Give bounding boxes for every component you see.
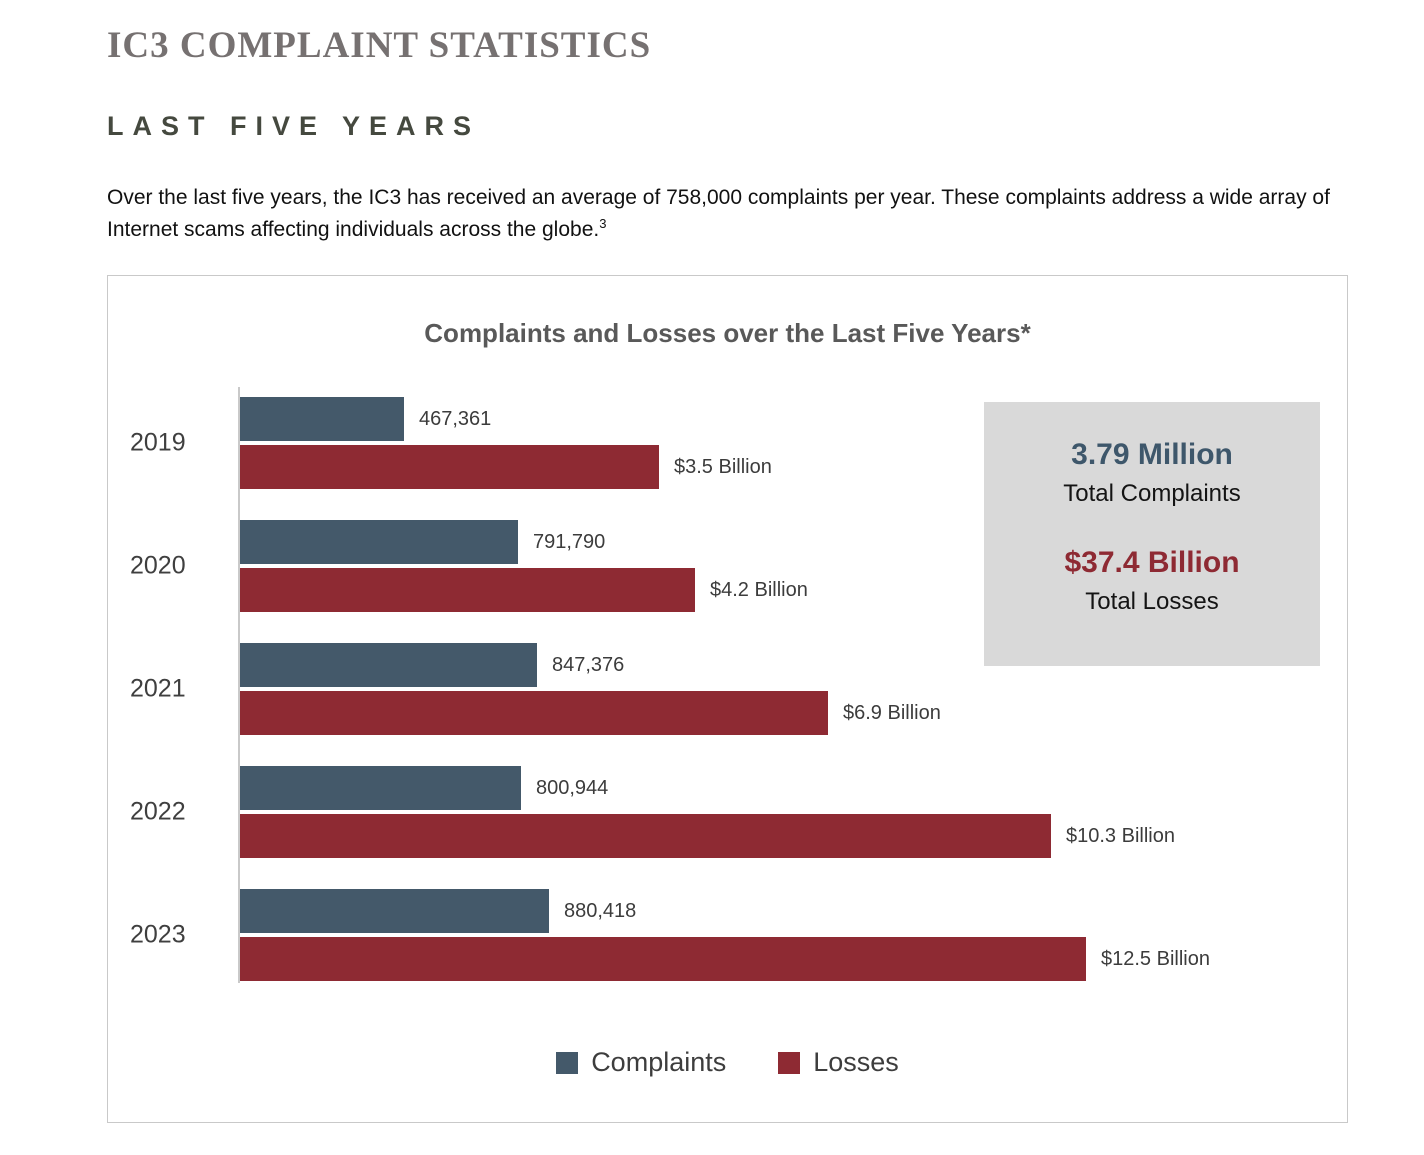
total-complaints-label: Total Complaints: [1063, 480, 1241, 507]
losses-value-label: $6.9 Billion: [843, 701, 941, 724]
losses-value-label: $4.2 Billion: [710, 578, 808, 601]
losses-bar-line: $6.9 Billion: [240, 691, 1328, 735]
losses-bar: [240, 568, 695, 612]
complaints-bar: [240, 766, 521, 810]
complaints-bar: [240, 643, 537, 687]
page-title: IC3 COMPLAINT STATISTICS: [107, 25, 652, 66]
legend-item-complaints: Complaints: [556, 1047, 726, 1078]
losses-bar-line: $10.3 Billion: [240, 814, 1328, 858]
summary-box: 3.79 Million Total Complaints $37.4 Bill…: [984, 402, 1320, 666]
legend-item-losses: Losses: [778, 1047, 899, 1078]
total-losses-label: Total Losses: [1085, 588, 1219, 615]
losses-bar: [240, 814, 1051, 858]
complaints-value-label: 791,790: [533, 530, 606, 553]
losses-bar: [240, 937, 1086, 981]
year-label: 2019: [130, 428, 186, 457]
losses-bar: [240, 691, 828, 735]
bar-rows: 2019 467,361 $3.5 Billion 2020 791,790 $…: [130, 387, 1328, 983]
year-label: 2021: [130, 674, 186, 703]
complaints-value-label: 467,361: [419, 407, 492, 430]
losses-value-label: $12.5 Billion: [1101, 947, 1210, 970]
year-label: 2023: [130, 920, 186, 949]
legend-label-complaints: Complaints: [591, 1047, 727, 1077]
complaints-bar-line: 800,944: [240, 766, 1328, 810]
legend-label-losses: Losses: [813, 1047, 899, 1077]
complaints-bar-line: 880,418: [240, 889, 1328, 933]
year-group: 2021 847,376 $6.9 Billion: [130, 643, 1328, 735]
section-heading: LAST FIVE YEARS: [107, 111, 481, 141]
footnote-marker: 3: [599, 215, 607, 231]
plot-area: 2019 467,361 $3.5 Billion 2020 791,790 $…: [108, 387, 1347, 983]
complaints-bar-line: 791,790: [240, 520, 1328, 564]
total-complaints-value: 3.79 Million: [1071, 438, 1233, 471]
losses-value-label: $3.5 Billion: [674, 455, 772, 478]
losses-value-label: $10.3 Billion: [1066, 824, 1175, 847]
losses-bar-line: $12.5 Billion: [240, 937, 1328, 981]
year-group: 2019 467,361 $3.5 Billion: [130, 397, 1328, 489]
intro-text: Over the last five years, the IC3 has re…: [107, 186, 1330, 241]
losses-swatch-icon: [778, 1051, 801, 1074]
complaints-bar-line: 847,376: [240, 643, 1328, 687]
year-label: 2022: [130, 797, 186, 826]
complaints-bar: [240, 397, 404, 441]
chart-title: Complaints and Losses over the Last Five…: [424, 318, 1031, 348]
complaints-value-label: 800,944: [536, 776, 609, 799]
chart-legend: Complaints Losses: [108, 1047, 1347, 1078]
year-group: 2020 791,790 $4.2 Billion: [130, 520, 1328, 612]
total-losses-value: $37.4 Billion: [1064, 546, 1240, 579]
losses-bar-line: $3.5 Billion: [240, 445, 1328, 489]
chart-container: Complaints and Losses over the Last Five…: [107, 275, 1348, 1123]
intro-paragraph: Over the last five years, the IC3 has re…: [107, 182, 1348, 245]
complaints-bar: [240, 520, 518, 564]
losses-bar: [240, 445, 659, 489]
complaints-value-label: 880,418: [564, 899, 637, 922]
year-group: 2023 880,418 $12.5 Billion: [130, 889, 1328, 981]
complaints-value-label: 847,376: [552, 653, 625, 676]
complaints-bar-line: 467,361: [240, 397, 1328, 441]
complaints-swatch-icon: [556, 1051, 579, 1074]
year-group: 2022 800,944 $10.3 Billion: [130, 766, 1328, 858]
year-label: 2020: [130, 551, 186, 580]
complaints-bar: [240, 889, 549, 933]
losses-bar-line: $4.2 Billion: [240, 568, 1328, 612]
